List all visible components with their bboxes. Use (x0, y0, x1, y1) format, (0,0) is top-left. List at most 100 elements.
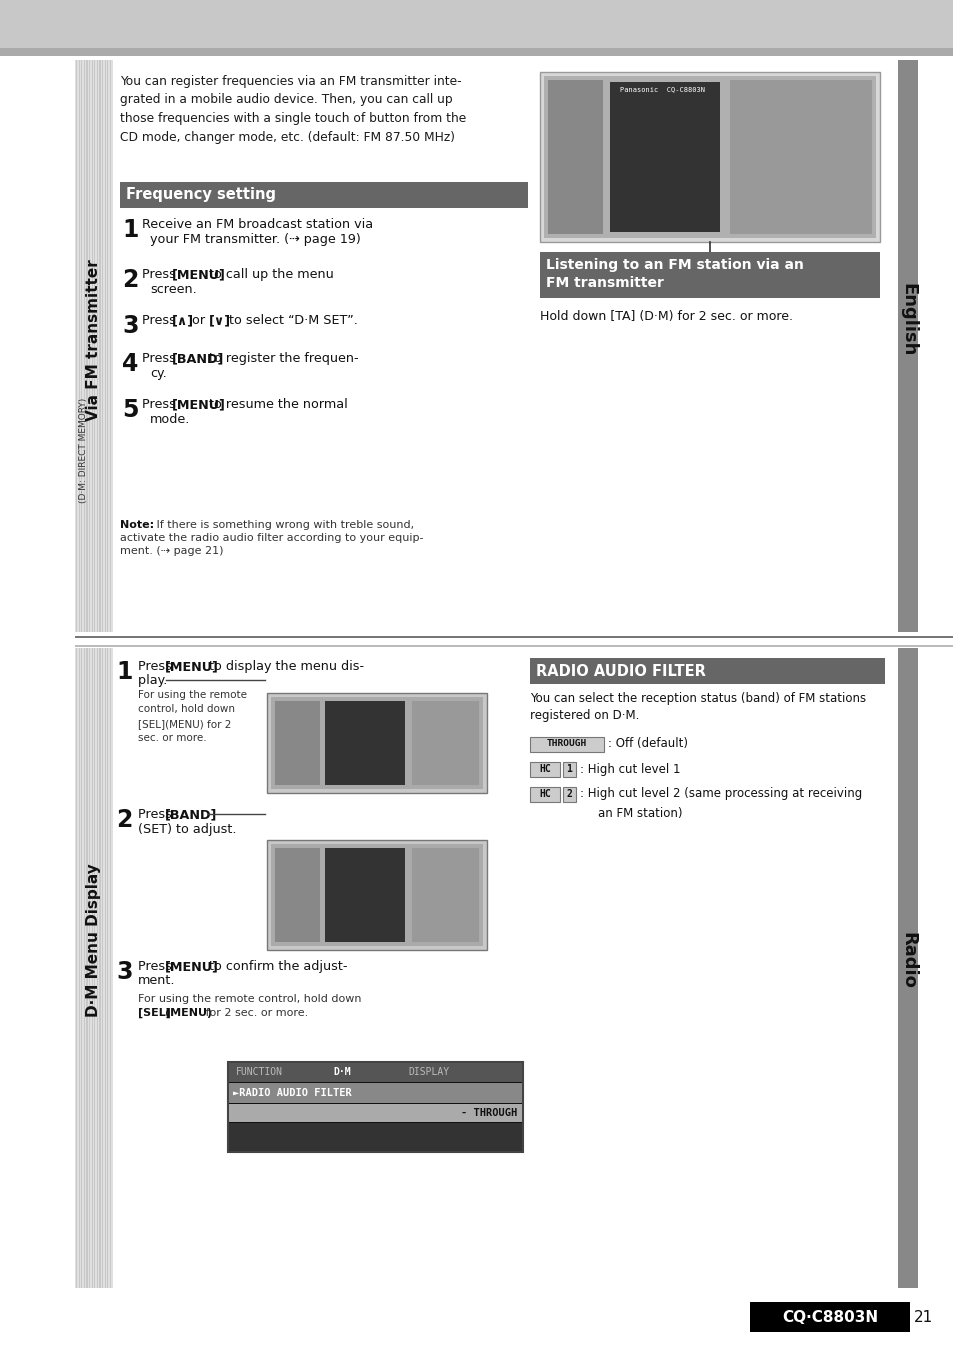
Text: mode.: mode. (150, 412, 191, 426)
Bar (75, 648, 112, 1287)
Text: 1: 1 (565, 764, 572, 774)
Text: THROUGH: THROUGH (546, 740, 586, 748)
Bar (274, 701, 319, 785)
Bar (81, 648, 82, 1287)
Text: to display the menu dis-: to display the menu dis- (205, 661, 364, 673)
Text: screen.: screen. (150, 283, 196, 297)
Bar (99, 648, 101, 1287)
Bar (325, 848, 405, 942)
Bar (543, 75, 875, 239)
Text: English: English (898, 283, 916, 357)
Text: 1: 1 (116, 661, 132, 683)
Bar (89, 648, 91, 1287)
Bar (76, 61, 77, 632)
Bar (110, 648, 111, 1287)
Bar (87, 61, 88, 632)
Text: (SET) to adjust.: (SET) to adjust. (138, 824, 236, 836)
Text: [BAND]: [BAND] (172, 352, 224, 365)
Text: to confirm the adjust-: to confirm the adjust- (205, 960, 347, 973)
Bar (897, 61, 917, 632)
Bar (749, 1302, 909, 1332)
Text: [MENU]: [MENU] (172, 268, 226, 280)
Text: to select “D·M SET”.: to select “D·M SET”. (225, 314, 357, 328)
Bar (78, 648, 80, 1287)
Text: Press: Press (142, 398, 180, 411)
Bar (539, 71, 879, 243)
Bar (89, 61, 91, 632)
Bar (267, 693, 486, 793)
Text: to register the frequen-: to register the frequen- (205, 352, 358, 365)
Text: Press: Press (142, 352, 180, 365)
Bar (271, 844, 482, 946)
Text: [BAND]: [BAND] (165, 807, 217, 821)
Bar (91, 648, 92, 1287)
Text: Panasonic  CQ-C8803N: Panasonic CQ-C8803N (619, 86, 704, 92)
Text: ment.: ment. (138, 975, 175, 987)
Text: or: or (189, 314, 210, 328)
Bar (530, 787, 559, 802)
Text: an FM station): an FM station) (598, 807, 681, 820)
Text: : High cut level 2 (same processing at receiving: : High cut level 2 (same processing at r… (579, 787, 862, 801)
Text: Press: Press (138, 960, 175, 973)
Text: 21: 21 (913, 1309, 933, 1325)
Text: Press: Press (142, 268, 180, 280)
Text: play.: play. (138, 674, 172, 687)
Text: 1: 1 (122, 218, 138, 243)
Bar (78, 61, 80, 632)
Text: For using the remote control, hold down: For using the remote control, hold down (138, 993, 365, 1004)
Bar (0, 49, 953, 57)
Bar (75, 61, 112, 632)
Text: 2: 2 (116, 807, 132, 832)
Bar (84, 61, 85, 632)
Text: [MENU]: [MENU] (172, 398, 226, 411)
Bar (412, 848, 478, 942)
Bar (96, 648, 98, 1287)
Text: HC: HC (538, 764, 550, 774)
Bar (120, 182, 527, 208)
Text: Press: Press (138, 807, 175, 821)
Text: [SEL]: [SEL] (138, 1008, 171, 1018)
Bar (530, 737, 603, 752)
Text: cy.: cy. (150, 367, 167, 380)
Text: 3: 3 (122, 314, 138, 338)
Bar (229, 1064, 521, 1082)
Text: D·M Menu Display: D·M Menu Display (87, 863, 101, 1016)
Text: activate the radio audio filter according to your equip-: activate the radio audio filter accordin… (120, 532, 423, 543)
Bar (897, 648, 917, 1287)
Text: You can select the reception status (band) of FM stations
registered on D·M.: You can select the reception status (ban… (530, 692, 865, 723)
Bar (267, 840, 486, 950)
Bar (107, 61, 109, 632)
Bar (0, 0, 953, 49)
Bar (229, 1082, 521, 1103)
Text: 4: 4 (122, 352, 138, 376)
Text: Frequency setting: Frequency setting (126, 187, 275, 202)
Bar (562, 787, 576, 802)
Bar (547, 80, 602, 235)
Bar (562, 762, 576, 776)
Bar (91, 61, 92, 632)
Bar (94, 61, 95, 632)
Bar (229, 1123, 521, 1151)
Text: your FM transmitter. (⇢ page 19): your FM transmitter. (⇢ page 19) (150, 233, 360, 245)
Text: 3: 3 (116, 960, 132, 984)
Bar (107, 648, 109, 1287)
Text: for 2 sec. or more.: for 2 sec. or more. (202, 1008, 308, 1018)
Bar (530, 762, 559, 776)
Text: [MENU]: [MENU] (165, 661, 218, 673)
Bar (530, 658, 884, 683)
Text: ment. (⇢ page 21): ment. (⇢ page 21) (120, 546, 223, 555)
Bar (105, 648, 106, 1287)
Text: FUNCTION: FUNCTION (235, 1068, 283, 1077)
Text: If there is something wrong with treble sound,: If there is something wrong with treble … (152, 520, 414, 530)
Bar (110, 61, 111, 632)
Bar (412, 701, 478, 785)
Text: Listening to an FM station via an
FM transmitter: Listening to an FM station via an FM tra… (545, 257, 803, 290)
Text: to resume the normal: to resume the normal (205, 398, 348, 411)
Bar (87, 648, 88, 1287)
Text: : High cut level 1: : High cut level 1 (579, 763, 679, 775)
Text: Receive an FM broadcast station via: Receive an FM broadcast station via (142, 218, 373, 231)
Bar (102, 61, 103, 632)
Bar (76, 648, 77, 1287)
Text: Press: Press (138, 661, 175, 673)
Text: 2: 2 (122, 268, 138, 293)
